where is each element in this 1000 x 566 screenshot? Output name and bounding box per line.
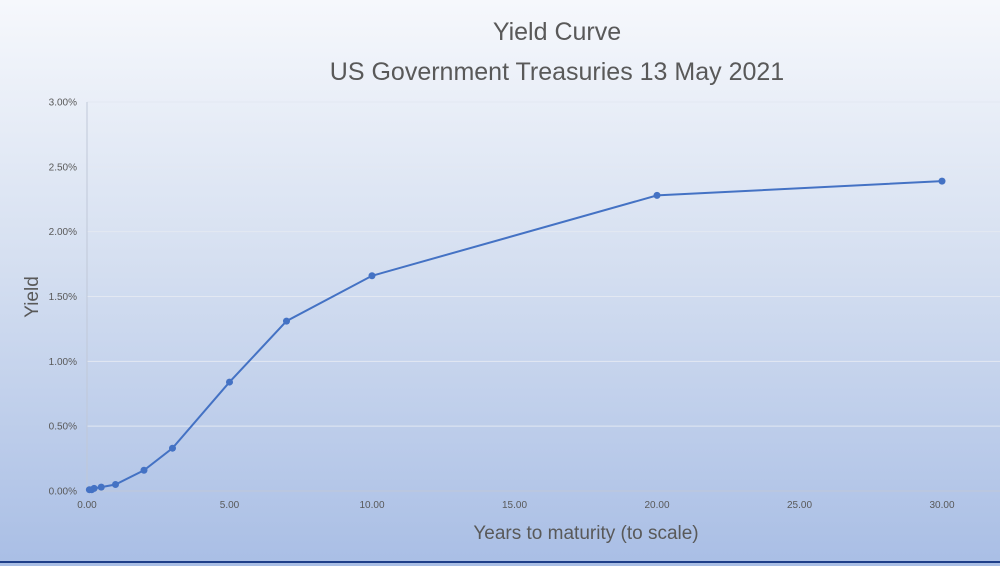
y-tick-label: 3.00%	[49, 98, 77, 109]
y-tick-label: 2.50%	[49, 162, 77, 173]
y-tick-label: 2.00%	[49, 227, 77, 238]
y-tick-label: 1.50%	[49, 292, 77, 303]
data-point	[283, 317, 290, 325]
gridlines	[87, 101, 1000, 492]
data-point	[938, 177, 946, 185]
x-tick-label: 15.00	[502, 500, 527, 511]
data-point	[140, 466, 148, 474]
data-point	[169, 444, 176, 452]
x-tick-label: 25.00	[787, 500, 812, 511]
x-tick-label: 20.00	[644, 500, 669, 511]
y-tick-label: 1.00%	[49, 357, 77, 368]
x-axis-title: Years to maturity (to scale)	[473, 523, 698, 544]
chart-title: Yield Curve	[493, 18, 621, 46]
x-tick-label: 5.00	[220, 500, 240, 511]
x-tick-labels: 0.00 5.00 10.00 15.00 20.00 25.00 30.00	[77, 500, 955, 511]
chart-subtitle: US Government Treasuries 13 May 2021	[330, 58, 784, 86]
x-tick-label: 0.00	[77, 500, 97, 511]
data-point	[653, 191, 661, 199]
data-point	[97, 483, 105, 491]
y-tick-labels: 0.00% 0.50% 1.00% 1.50% 2.00% 2.50% 3.00%	[49, 98, 77, 498]
x-tick-label: 30.00	[929, 500, 954, 511]
data-point	[90, 484, 98, 492]
x-tick-label: 10.00	[359, 500, 384, 511]
y-axis-title: Yield	[22, 276, 43, 318]
data-point	[368, 272, 376, 280]
y-tick-label: 0.50%	[49, 422, 77, 433]
data-point	[112, 481, 119, 489]
series-layer	[85, 177, 946, 494]
data-point	[226, 378, 233, 386]
y-tick-label: 0.00%	[49, 487, 77, 498]
